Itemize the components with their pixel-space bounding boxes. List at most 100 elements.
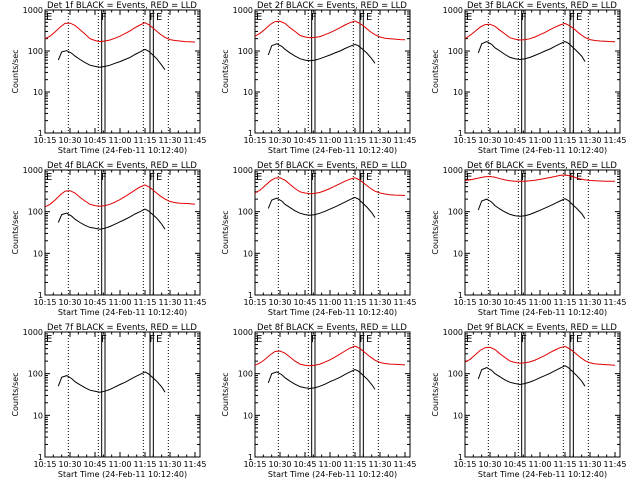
y-axis-label: Counts/sec: [221, 210, 230, 254]
flag-label: F: [521, 172, 527, 183]
y-tick-label: 1: [458, 453, 463, 462]
y-tick-label: 1000: [23, 328, 43, 337]
flag-label: E: [256, 334, 262, 345]
y-tick-label: 10: [453, 88, 463, 97]
y-axis-label: Counts/sec: [11, 210, 20, 254]
flag-label: F: [359, 12, 365, 23]
x-tick-label: 11:30: [158, 460, 181, 469]
x-tick-label: 10:30: [478, 460, 501, 469]
panel-7: Det 7f BLACK = Events, RED = LLD 1 10 100 10…: [11, 323, 207, 479]
x-tick-label: 11:00: [528, 460, 551, 469]
x-tick-label: 10:30: [268, 298, 291, 307]
flag-label: E: [256, 12, 262, 23]
x-tick-label: 10:30: [58, 460, 81, 469]
x-tick-label: 10:30: [268, 460, 291, 469]
flag-label: F: [569, 172, 575, 183]
x-tick-label: 10:30: [268, 136, 291, 145]
series-line-events: [57, 371, 166, 393]
flag-label: F: [311, 12, 317, 23]
panel-title: Det 1f BLACK = Events, RED = LLD: [47, 1, 197, 11]
plot-frame: [44, 169, 201, 296]
x-tick-label: 10:45: [83, 460, 106, 469]
series-line-lld: [44, 184, 196, 208]
x-tick-label: 11:45: [183, 298, 206, 307]
series-line-events: [267, 196, 376, 218]
flag-label: E: [366, 172, 372, 183]
x-tick-label: 11:15: [553, 136, 576, 145]
y-tick-label: 1: [458, 291, 463, 300]
x-axis-label: Start Time (24-Feb-11 10:12:40): [478, 470, 607, 479]
flag-label: F: [359, 334, 365, 345]
y-axis-label: Counts/sec: [11, 372, 20, 416]
x-tick-label: 11:45: [603, 460, 626, 469]
y-tick-label: 10: [33, 411, 43, 420]
y-tick-label: 1000: [23, 166, 43, 175]
x-tick-label: 11:30: [368, 460, 391, 469]
panel-title: Det 9f BLACK = Events, RED = LLD: [467, 323, 617, 333]
x-tick-label: 10:45: [293, 136, 316, 145]
y-tick-label: 100: [448, 208, 463, 217]
x-tick-label: 11:00: [318, 460, 341, 469]
x-axis-label: Start Time (24-Feb-11 10:12:40): [268, 146, 397, 155]
panel-9: Det 9f BLACK = Events, RED = LLD 1 10 100 10…: [431, 323, 627, 479]
x-tick-label: 10:45: [503, 298, 526, 307]
y-tick-label: 100: [448, 47, 463, 56]
x-tick-label: 10:45: [293, 460, 316, 469]
flag-label: E: [156, 334, 162, 345]
y-tick-label: 1: [38, 291, 43, 300]
flag-label: F: [101, 334, 107, 345]
flag-label: F: [149, 334, 155, 345]
series-line-lld: [254, 20, 406, 41]
flag-label: E: [156, 172, 162, 183]
x-tick-label: 11:15: [133, 460, 156, 469]
x-tick-label: 10:30: [478, 136, 501, 145]
plot-frame: [464, 169, 621, 296]
x-tick-label: 10:15: [243, 298, 266, 307]
flag-label: F: [359, 172, 365, 183]
panel-8: Det 8f BLACK = Events, RED = LLD 1 10 100 10…: [221, 323, 417, 479]
y-tick-label: 100: [238, 370, 253, 379]
series-line-events: [57, 208, 166, 230]
series-line-events: [477, 41, 586, 62]
plot-frame: [254, 169, 411, 296]
x-axis-label: Start Time (24-Feb-11 10:12:40): [268, 308, 397, 317]
flag-label: F: [101, 12, 107, 23]
flag-label: F: [101, 172, 107, 183]
panel-1: Det 1f BLACK = Events, RED = LLD 1 10 100 10…: [11, 1, 207, 155]
panel-title: Det 2f BLACK = Events, RED = LLD: [257, 1, 407, 11]
x-tick-label: 11:00: [318, 136, 341, 145]
series-line-lld: [254, 177, 406, 196]
y-axis-label: Counts/sec: [221, 49, 230, 93]
x-tick-label: 10:45: [503, 460, 526, 469]
y-tick-label: 100: [448, 370, 463, 379]
y-tick-label: 100: [238, 208, 253, 217]
y-tick-label: 1: [38, 453, 43, 462]
y-tick-label: 10: [453, 249, 463, 258]
flag-label: F: [521, 334, 527, 345]
x-axis-label: Start Time (24-Feb-11 10:12:40): [58, 470, 187, 479]
y-tick-label: 1000: [443, 328, 463, 337]
x-tick-label: 10:30: [478, 298, 501, 307]
panel-title: Det 3f BLACK = Events, RED = LLD: [467, 1, 617, 11]
x-tick-label: 11:45: [603, 136, 626, 145]
panel-4: Det 4f BLACK = Events, RED = LLD 1 10 100 10…: [11, 161, 207, 317]
series-line-lld: [254, 345, 406, 367]
panel-title: Det 5f BLACK = Events, RED = LLD: [257, 161, 407, 171]
series-line-events: [477, 365, 586, 387]
x-tick-label: 10:45: [83, 136, 106, 145]
x-tick-label: 11:45: [603, 298, 626, 307]
x-tick-label: 11:15: [343, 298, 366, 307]
x-tick-label: 11:30: [158, 298, 181, 307]
x-tick-label: 10:45: [293, 298, 316, 307]
x-tick-label: 11:45: [393, 298, 416, 307]
series-line-lld: [44, 22, 196, 43]
x-tick-label: 10:45: [83, 298, 106, 307]
flag-label: E: [466, 334, 472, 345]
y-tick-label: 100: [28, 47, 43, 56]
x-tick-label: 11:00: [528, 298, 551, 307]
y-axis-label: Counts/sec: [221, 372, 230, 416]
x-tick-label: 11:00: [108, 298, 131, 307]
flag-label: E: [466, 12, 472, 23]
y-tick-label: 100: [238, 47, 253, 56]
y-axis-label: Counts/sec: [11, 49, 20, 93]
